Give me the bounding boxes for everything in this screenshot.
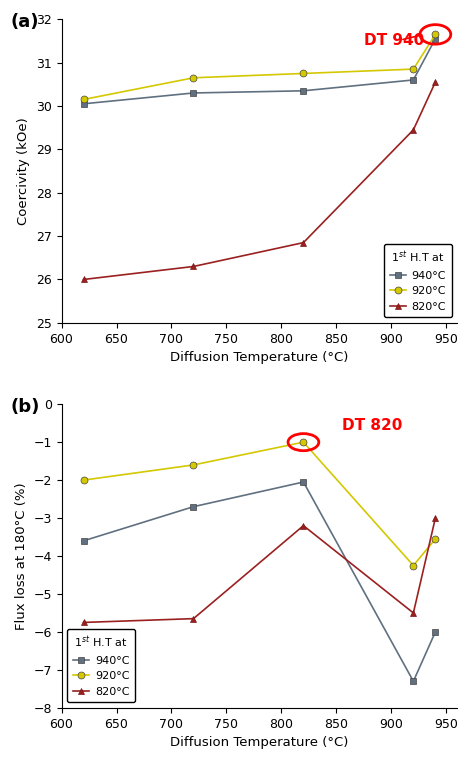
Text: (b): (b) (10, 398, 39, 416)
Text: DT 820: DT 820 (342, 417, 402, 433)
Legend: 940°C, 920°C, 820°C: 940°C, 920°C, 820°C (67, 629, 135, 702)
X-axis label: Diffusion Temperature (°C): Diffusion Temperature (°C) (170, 351, 349, 364)
Text: (a): (a) (10, 13, 39, 31)
Legend: 940°C, 920°C, 820°C: 940°C, 920°C, 820°C (384, 244, 452, 317)
Text: DT 940: DT 940 (364, 34, 424, 48)
X-axis label: Diffusion Temperature (°C): Diffusion Temperature (°C) (170, 736, 349, 749)
Y-axis label: Coercivity (kOe): Coercivity (kOe) (18, 118, 30, 225)
Y-axis label: Flux loss at 180°C (%): Flux loss at 180°C (%) (15, 482, 28, 629)
